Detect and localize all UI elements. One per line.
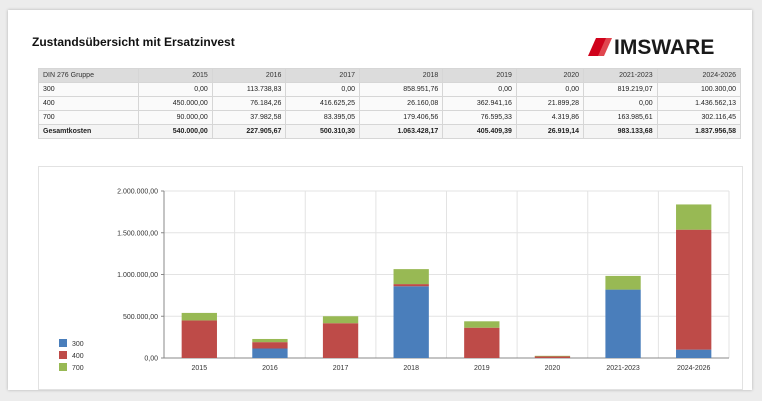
table-cell: 819.219,07: [583, 82, 658, 97]
table-header-cell: 2019: [442, 68, 517, 83]
imsware-logo: IMSWARE: [588, 36, 714, 58]
bar-segment-400: [322, 323, 359, 358]
bar-segment-700: [676, 204, 712, 230]
table-cell: 0,00: [583, 96, 658, 111]
svg-text:IMSWARE: IMSWARE: [614, 36, 714, 58]
bar-segment-300: [252, 348, 288, 358]
table-cell: 37.982,58: [211, 110, 287, 125]
x-tick-label: 2020: [545, 365, 561, 372]
bar-segment-700: [605, 275, 641, 290]
legend-swatch-700: [59, 363, 67, 371]
table-header-cell: 2020: [515, 68, 585, 83]
bar-segment-300: [605, 289, 641, 358]
legend-label: 700: [72, 365, 84, 372]
report-title: Zustandsübersicht mit Ersatzinvest: [32, 35, 235, 49]
table-total-cell: 983.133,68: [583, 124, 658, 139]
table-cell: 1.436.562,13: [656, 96, 742, 111]
legend-swatch-400: [59, 351, 67, 359]
legend-swatch-300: [59, 339, 67, 347]
table-cell: 163.985,61: [583, 110, 658, 125]
y-tick-label: 1.500.000,00: [117, 230, 158, 237]
table-row: 400 450.000,00 76.184,26 416.625,25 26.160,0…: [37, 96, 742, 111]
table-total-cell: 1.837.956,58: [656, 124, 742, 139]
table-cell: 4.319,86: [515, 110, 585, 125]
cost-summary-table: DIN 276 Gruppe 2015 2016 2017 2018 2019 2020 20…: [37, 68, 742, 139]
table-total-cell: 540.000,00: [138, 124, 213, 139]
table-cell: 100.300,00: [656, 82, 742, 97]
table-total-cell: 1.063.428,17: [358, 124, 444, 139]
x-tick-label: 2019: [474, 365, 490, 372]
table-cell: 76.184,26: [211, 96, 287, 111]
table-row: 300 0,00 113.738,83 0,00 858.951,76 0,00 0,00 8…: [37, 82, 742, 97]
bar-segment-400: [676, 229, 712, 350]
table-cell: 0,00: [515, 82, 585, 97]
bar-segment-700: [464, 321, 500, 328]
table-cell: 362.941,16: [442, 96, 517, 111]
table-total-cell: 500.310,30: [285, 124, 360, 139]
bar-segment-700: [181, 312, 217, 321]
table-header-cell: DIN 276 Gruppe: [37, 68, 140, 83]
table-total-cell: 26.919,14: [515, 124, 585, 139]
table-cell: 21.899,28: [515, 96, 585, 111]
table-total-cell: 227.905,67: [211, 124, 287, 139]
y-tick-label: 2.000.000,00: [117, 189, 158, 196]
report-page: Zustandsübersicht mit Ersatzinvest IMSWA…: [8, 10, 752, 390]
chart-panel: 0,00 500.000,00 1.000.000,00 1.500.000,00 2.…: [38, 166, 743, 390]
y-tick-label: 0,00: [144, 356, 158, 363]
table-cell: 113.738,83: [211, 82, 287, 97]
bar-segment-700: [393, 269, 429, 285]
table-header-cell: 2021-2023: [583, 68, 658, 83]
x-tick-label: 2016: [262, 365, 278, 372]
bar-segment-700: [534, 355, 571, 357]
table-header-cell: 2016: [211, 68, 287, 83]
table-total-cell: Gesamtkosten: [37, 124, 140, 139]
table-total-cell: 405.409,39: [442, 124, 517, 139]
legend-label: 300: [72, 341, 84, 348]
bar-segment-400: [252, 342, 288, 349]
table-cell: 858.951,76: [358, 82, 444, 97]
x-tick-label: 2017: [333, 365, 349, 372]
table-cell: 450.000,00: [138, 96, 213, 111]
bar-segment-400: [464, 327, 500, 358]
table-header-cell: 2017: [285, 68, 360, 83]
table-cell: 83.395,05: [285, 110, 360, 125]
table-header-cell: 2015: [138, 68, 213, 83]
bar-segment-700: [322, 316, 359, 324]
bar-segment-300: [676, 349, 712, 358]
legend-label: 400: [72, 353, 84, 360]
table-cell: 179.406,56: [358, 110, 444, 125]
table-total-row: Gesamtkosten 540.000,00 227.905,67 500.310,…: [37, 124, 742, 139]
table-cell: 302.116,45: [656, 110, 742, 125]
table-cell: 400: [37, 96, 140, 111]
x-tick-label: 2018: [403, 365, 419, 372]
table-header-cell: 2024-2026: [656, 68, 742, 83]
table-cell: 26.160,08: [358, 96, 444, 111]
bar-segment-400: [534, 356, 571, 358]
bar-segment-400: [181, 320, 217, 358]
bar-segment-300: [393, 286, 429, 358]
table-cell: 90.000,00: [138, 110, 213, 125]
stacked-bar-chart: 0,00 500.000,00 1.000.000,00 1.500.000,00 2.…: [59, 189, 730, 372]
table-cell: 76.595,33: [442, 110, 517, 125]
x-tick-label: 2021-2023: [606, 365, 640, 372]
x-tick-label: 2024-2026: [677, 365, 711, 372]
table-cell: 0,00: [285, 82, 360, 97]
table-header-row: DIN 276 Gruppe 2015 2016 2017 2018 2019 2020 20…: [37, 68, 742, 83]
x-tick-label: 2015: [192, 365, 208, 372]
table-cell: 300: [37, 82, 140, 97]
y-tick-label: 1.000.000,00: [117, 272, 158, 279]
table-cell: 0,00: [138, 82, 213, 97]
table-cell: 700: [37, 110, 140, 125]
table-header-cell: 2018: [358, 68, 444, 83]
bar-segment-700: [252, 338, 288, 343]
table-cell: 0,00: [442, 82, 517, 97]
table-row: 700 90.000,00 37.982,58 83.395,05 179.406,56…: [37, 110, 742, 125]
bar-segment-400: [393, 284, 429, 287]
y-tick-label: 500.000,00: [123, 314, 158, 321]
table-cell: 416.625,25: [285, 96, 360, 111]
